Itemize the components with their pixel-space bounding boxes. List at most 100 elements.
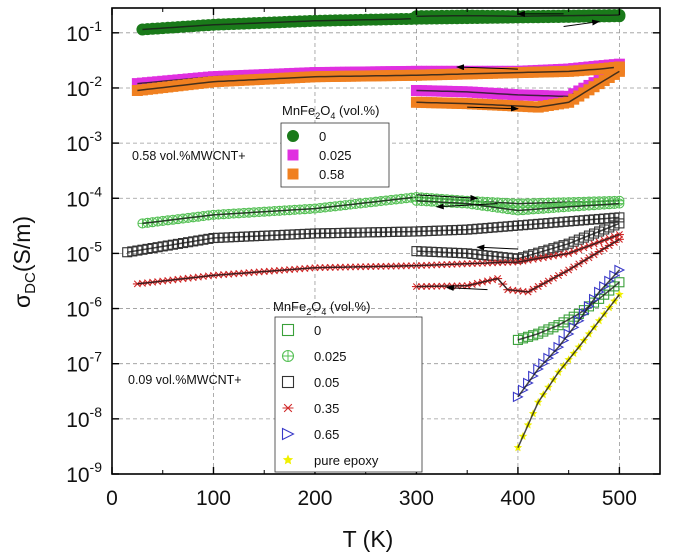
legend-label: 0.65 xyxy=(314,427,339,442)
series-4 xyxy=(512,277,625,345)
legend-marker xyxy=(281,349,295,363)
data-point xyxy=(615,290,624,299)
legend-title: MnFe2O4 (vol.%) xyxy=(282,103,379,121)
legend-label: 0.58 xyxy=(319,167,344,182)
legend-marker xyxy=(281,427,295,441)
data-point xyxy=(573,234,584,245)
legend-marker xyxy=(287,130,299,142)
series-7 xyxy=(132,230,624,296)
series-8 xyxy=(512,264,626,403)
data-point xyxy=(512,334,523,345)
fit-line xyxy=(517,294,620,449)
legend-058-mwcnt: MnFe2O4 (vol.%) 0 0.025 0.58 0.58 vol.%MWC… xyxy=(132,103,390,188)
legend-009-mwcnt: MnFe2O4 (vol.%) 0 0.025 0.05 0.35 0.65 pure e… xyxy=(128,299,423,473)
series-6 xyxy=(122,212,625,264)
direction-arrow xyxy=(416,194,479,201)
fit-line xyxy=(416,200,620,212)
legend-box xyxy=(280,122,390,188)
data-point xyxy=(533,328,544,339)
data-point xyxy=(609,220,620,231)
data-point xyxy=(599,281,610,292)
legend-label: 0.025 xyxy=(319,148,352,163)
data-point xyxy=(528,330,539,341)
direction-arrow xyxy=(476,244,518,251)
x-tick-label: 0 xyxy=(106,487,118,510)
legend-marker xyxy=(282,403,294,413)
data-point xyxy=(578,308,590,319)
plot-frame xyxy=(111,7,661,475)
x-tick-label: 100 xyxy=(196,487,231,510)
data-point xyxy=(553,320,564,331)
direction-arrow xyxy=(456,64,518,71)
direction-arrow xyxy=(563,19,601,28)
data-point xyxy=(583,300,595,312)
y-tick-label: 10-8 xyxy=(66,404,102,432)
data-point xyxy=(517,333,529,344)
data-point xyxy=(558,317,569,328)
y-axis-unit: (S/m) xyxy=(9,216,35,272)
fit-line xyxy=(137,66,620,92)
direction-arrow xyxy=(467,105,519,112)
legend-label: 0.05 xyxy=(314,375,339,390)
data-point xyxy=(609,270,621,281)
legend-title: MnFe2O4 (vol.%) xyxy=(273,299,370,317)
data-point xyxy=(563,314,574,325)
legend-marker xyxy=(281,375,295,389)
legend-label: 0.025 xyxy=(314,349,347,364)
data-point xyxy=(583,230,595,241)
data-point xyxy=(517,384,529,396)
y-tick-label: 10-9 xyxy=(66,459,102,487)
y-tick-label: 10-2 xyxy=(66,73,102,101)
y-axis-symbol: σ xyxy=(9,294,35,308)
data-point xyxy=(538,326,549,337)
data-point xyxy=(523,377,534,389)
data-point xyxy=(588,293,600,305)
direction-arrow xyxy=(435,203,498,210)
data-point xyxy=(548,243,559,254)
data-point xyxy=(568,321,580,333)
data-point xyxy=(533,247,544,258)
data-point xyxy=(614,277,625,288)
series-3 xyxy=(131,61,625,113)
legend-marker xyxy=(287,168,299,180)
data-point xyxy=(523,331,534,342)
data-point xyxy=(528,370,539,382)
fit-line xyxy=(137,233,620,285)
data-point xyxy=(512,391,524,403)
legend-label: pure epoxy xyxy=(314,453,379,468)
direction-arrow xyxy=(445,284,488,291)
data-point xyxy=(594,286,605,298)
direction-arrows xyxy=(416,10,601,291)
legend-box xyxy=(274,316,423,473)
data-point xyxy=(604,222,615,233)
data-point xyxy=(614,218,625,229)
fit-line xyxy=(517,281,620,341)
x-axis-label: T (K) xyxy=(343,526,394,552)
y-tick-label: 10-3 xyxy=(66,128,102,156)
fit-line xyxy=(127,216,620,253)
legend-label: 0 xyxy=(319,129,326,144)
data-point xyxy=(553,341,565,353)
data-point xyxy=(538,246,549,257)
data-point xyxy=(588,228,600,239)
data-point xyxy=(594,226,605,237)
y-tick-label: 10-4 xyxy=(66,183,102,211)
x-tick-label: 400 xyxy=(500,487,535,510)
x-tick-label: 500 xyxy=(602,487,637,510)
data-point xyxy=(548,322,559,333)
legend-annotation: 0.09 vol.%MWCNT+ xyxy=(128,373,242,387)
data-point xyxy=(563,328,575,340)
series-9 xyxy=(513,290,624,452)
y-tick-label: 10-5 xyxy=(66,238,102,266)
legend-annotation: 0.58 vol.%MWCNT+ xyxy=(132,149,246,163)
data-point xyxy=(543,324,554,335)
data-series xyxy=(122,9,626,452)
data-point xyxy=(558,240,569,251)
y-tick-label: 10-7 xyxy=(66,349,102,377)
data-point xyxy=(558,335,570,346)
series-1 xyxy=(136,9,626,36)
legend-marker xyxy=(282,454,294,465)
data-point xyxy=(568,236,579,247)
data-point xyxy=(599,224,610,235)
axis-ticks: 0 100 200 300 400 500 10-1 10-2 10-3 10-4 10-5 10-6… xyxy=(66,8,660,510)
